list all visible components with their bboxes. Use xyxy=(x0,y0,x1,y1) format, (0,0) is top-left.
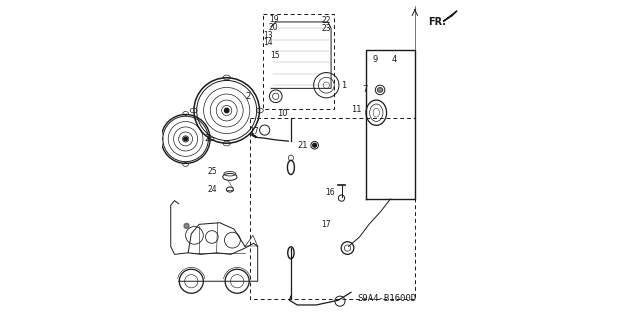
Circle shape xyxy=(313,143,317,147)
Circle shape xyxy=(184,223,189,228)
Text: 16: 16 xyxy=(326,188,335,197)
Text: 20: 20 xyxy=(269,23,278,32)
Text: 22: 22 xyxy=(321,17,331,26)
Text: 11: 11 xyxy=(351,105,362,114)
Text: 2: 2 xyxy=(205,134,210,144)
Circle shape xyxy=(184,137,188,141)
Text: 10: 10 xyxy=(276,109,287,118)
Text: 13: 13 xyxy=(263,31,273,40)
Text: 14: 14 xyxy=(263,38,273,47)
Text: S9A4-B1600D: S9A4-B1600D xyxy=(357,294,417,303)
Text: 1: 1 xyxy=(342,81,347,90)
Text: 4: 4 xyxy=(392,56,397,64)
Text: 7: 7 xyxy=(362,85,367,94)
Text: 17: 17 xyxy=(250,127,259,136)
Text: 17: 17 xyxy=(321,220,331,229)
Text: 23: 23 xyxy=(321,24,332,33)
Text: FR.: FR. xyxy=(428,17,446,27)
Circle shape xyxy=(225,108,229,113)
Text: 15: 15 xyxy=(270,51,280,60)
Polygon shape xyxy=(444,11,457,21)
Text: 21: 21 xyxy=(298,141,308,150)
Text: 9: 9 xyxy=(372,56,378,64)
Text: 25: 25 xyxy=(207,167,217,176)
Text: 24: 24 xyxy=(207,185,217,194)
Text: 2: 2 xyxy=(246,92,251,101)
Ellipse shape xyxy=(377,87,383,92)
Text: 19: 19 xyxy=(269,15,278,24)
